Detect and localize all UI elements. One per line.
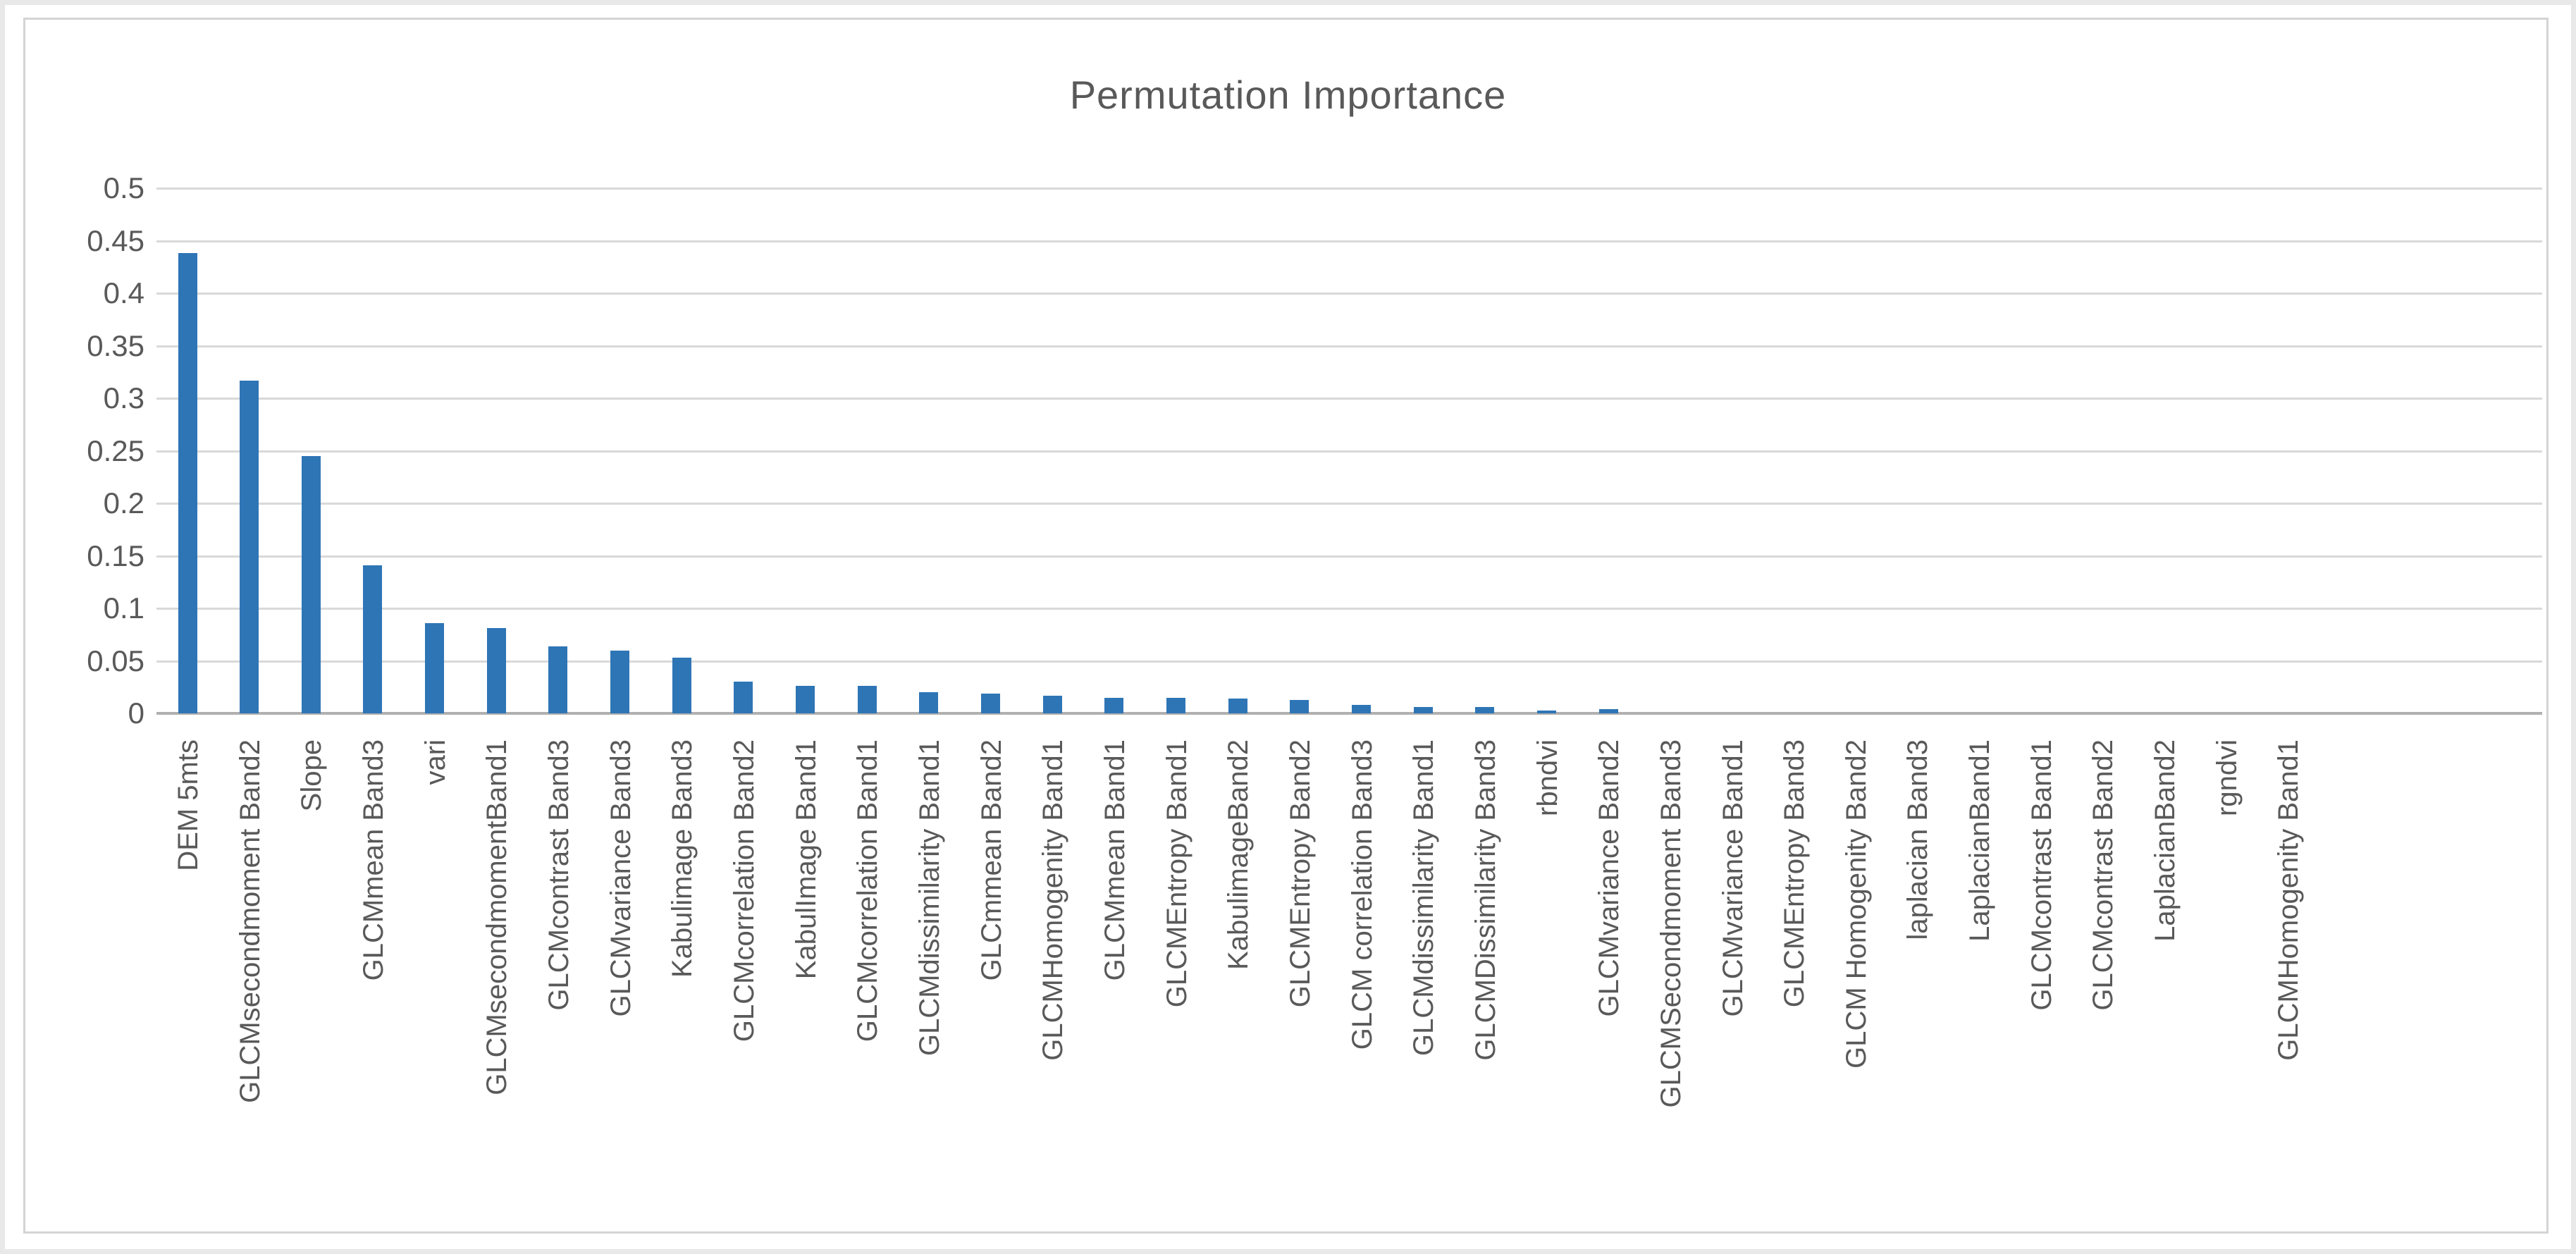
- bar: [672, 658, 691, 713]
- bar: [1228, 699, 1247, 713]
- bar: [1352, 705, 1372, 713]
- bar: [1166, 698, 1186, 713]
- y-gridline: [156, 188, 2542, 190]
- y-axis-tick-label: 0: [128, 696, 144, 730]
- x-axis-category-label: DEM 5mts: [173, 739, 204, 871]
- bar: [610, 651, 630, 713]
- chart-title: Permutation Importance: [1069, 73, 1507, 117]
- x-axis-category-label: GLCMDissimilarity Band3: [1469, 739, 1501, 1061]
- bar: [796, 686, 815, 713]
- x-axis-category-label: GLCMvariance Band1: [1717, 739, 1749, 1017]
- y-gridline: [156, 240, 2542, 242]
- bar: [486, 628, 506, 713]
- bar: [1042, 696, 1062, 713]
- x-axis-category-label: GLCMHomogenity Band1: [2273, 739, 2305, 1061]
- bar: [301, 456, 321, 713]
- x-axis-category-label: GLCMcorrelation Band1: [852, 739, 884, 1043]
- y-axis-tick-label: 0.2: [103, 486, 144, 520]
- y-gridline: [156, 503, 2542, 505]
- x-axis-category-label: KabulImage Band1: [790, 739, 822, 980]
- x-axis-category-label: GLCMmean Band1: [1099, 739, 1130, 981]
- bar: [734, 682, 753, 713]
- chart-border-frame: [23, 18, 2549, 1234]
- x-axis-category-label: GLCMcontrast Band1: [2026, 739, 2057, 1011]
- x-axis-category-label: LaplacianBand1: [1964, 739, 1996, 942]
- bar: [548, 646, 568, 713]
- x-axis-category-label: Slope: [296, 739, 328, 812]
- bar: [857, 686, 877, 713]
- y-gridline: [156, 345, 2542, 348]
- x-axis-category-label: GLCMEntropy Band3: [1779, 739, 1811, 1008]
- y-axis-tick-label: 0.05: [87, 644, 144, 677]
- x-axis-category-label: rbndvi: [1532, 739, 1563, 816]
- y-axis-tick-label: 0.45: [87, 223, 144, 257]
- x-axis-category-label: GLCM Homogenity Band2: [1840, 739, 1872, 1069]
- y-axis-tick-label: 0.15: [87, 539, 144, 572]
- chart-page: Permutation Importance 0 0.05 0.1 0.15 0.2 0.…: [5, 5, 2571, 1249]
- x-axis-category-label: GLCMvariance Band2: [1594, 739, 1625, 1017]
- y-axis-tick-label: 0.5: [103, 171, 144, 204]
- x-axis-category-label: GLCMsecondmoment Band2: [234, 739, 266, 1103]
- y-gridline: [156, 555, 2542, 558]
- x-axis-category-label: GLCM correlation Band3: [1346, 739, 1378, 1050]
- x-axis-category-label: KabulimageBand2: [1223, 739, 1255, 970]
- bar: [1104, 698, 1124, 713]
- bar: [919, 692, 939, 713]
- bar: [1537, 711, 1557, 713]
- y-gridline: [156, 398, 2542, 400]
- y-axis-tick-label: 0.4: [103, 276, 144, 309]
- y-axis-tick-label: 0.3: [103, 381, 144, 414]
- y-gridline: [156, 660, 2542, 663]
- x-axis-category-label: GLCMEntropy Band1: [1161, 739, 1193, 1008]
- bar: [1475, 707, 1495, 713]
- x-axis-category-label: GLCMdissimilarity Band1: [1408, 739, 1440, 1057]
- x-axis-category-label: laplacian Band3: [1902, 739, 1934, 940]
- y-axis-tick-label: 0.35: [87, 328, 144, 362]
- x-axis-category-label: vari: [419, 739, 451, 785]
- x-axis-category-label: GLCMcontrast Band3: [543, 739, 574, 1011]
- bar: [981, 694, 1001, 713]
- x-axis-line: [156, 712, 2542, 715]
- y-gridline: [156, 608, 2542, 610]
- x-axis-category-label: GLCmmean Band2: [975, 739, 1007, 981]
- x-axis-category-label: rgndvi: [2211, 739, 2243, 816]
- x-axis-category-label: GLCMcontrast Band2: [2088, 739, 2119, 1011]
- x-axis-category-label: GLCMHomogenity Band1: [1037, 739, 1069, 1061]
- y-gridline: [156, 293, 2542, 295]
- x-axis-category-label: GLCMsecondmomentBand1: [481, 739, 513, 1095]
- y-axis-tick-label: 0.25: [87, 434, 144, 467]
- bar: [1598, 709, 1618, 713]
- bar: [240, 381, 259, 713]
- x-axis-category-label: GLCMvariance Band3: [605, 739, 636, 1017]
- x-axis-category-label: GLCMmean Band3: [357, 739, 389, 981]
- bar: [1290, 700, 1309, 713]
- bar: [178, 253, 197, 713]
- y-axis-tick-label: 0.1: [103, 591, 144, 625]
- x-axis-category-label: GLCMSecondmoment Band3: [1655, 739, 1687, 1108]
- bar: [425, 623, 445, 713]
- bar: [363, 565, 383, 713]
- bar: [1413, 707, 1433, 713]
- y-gridline: [156, 450, 2542, 453]
- x-axis-category-label: GLCMEntropy Band2: [1284, 739, 1316, 1008]
- x-axis-category-label: LaplacianBand2: [2150, 739, 2181, 942]
- x-axis-category-label: GLCMcorrelation Band2: [728, 739, 760, 1043]
- x-axis-category-label: GLCMdissimilarity Band1: [913, 739, 945, 1057]
- x-axis-category-label: Kabulimage Band3: [667, 739, 698, 978]
